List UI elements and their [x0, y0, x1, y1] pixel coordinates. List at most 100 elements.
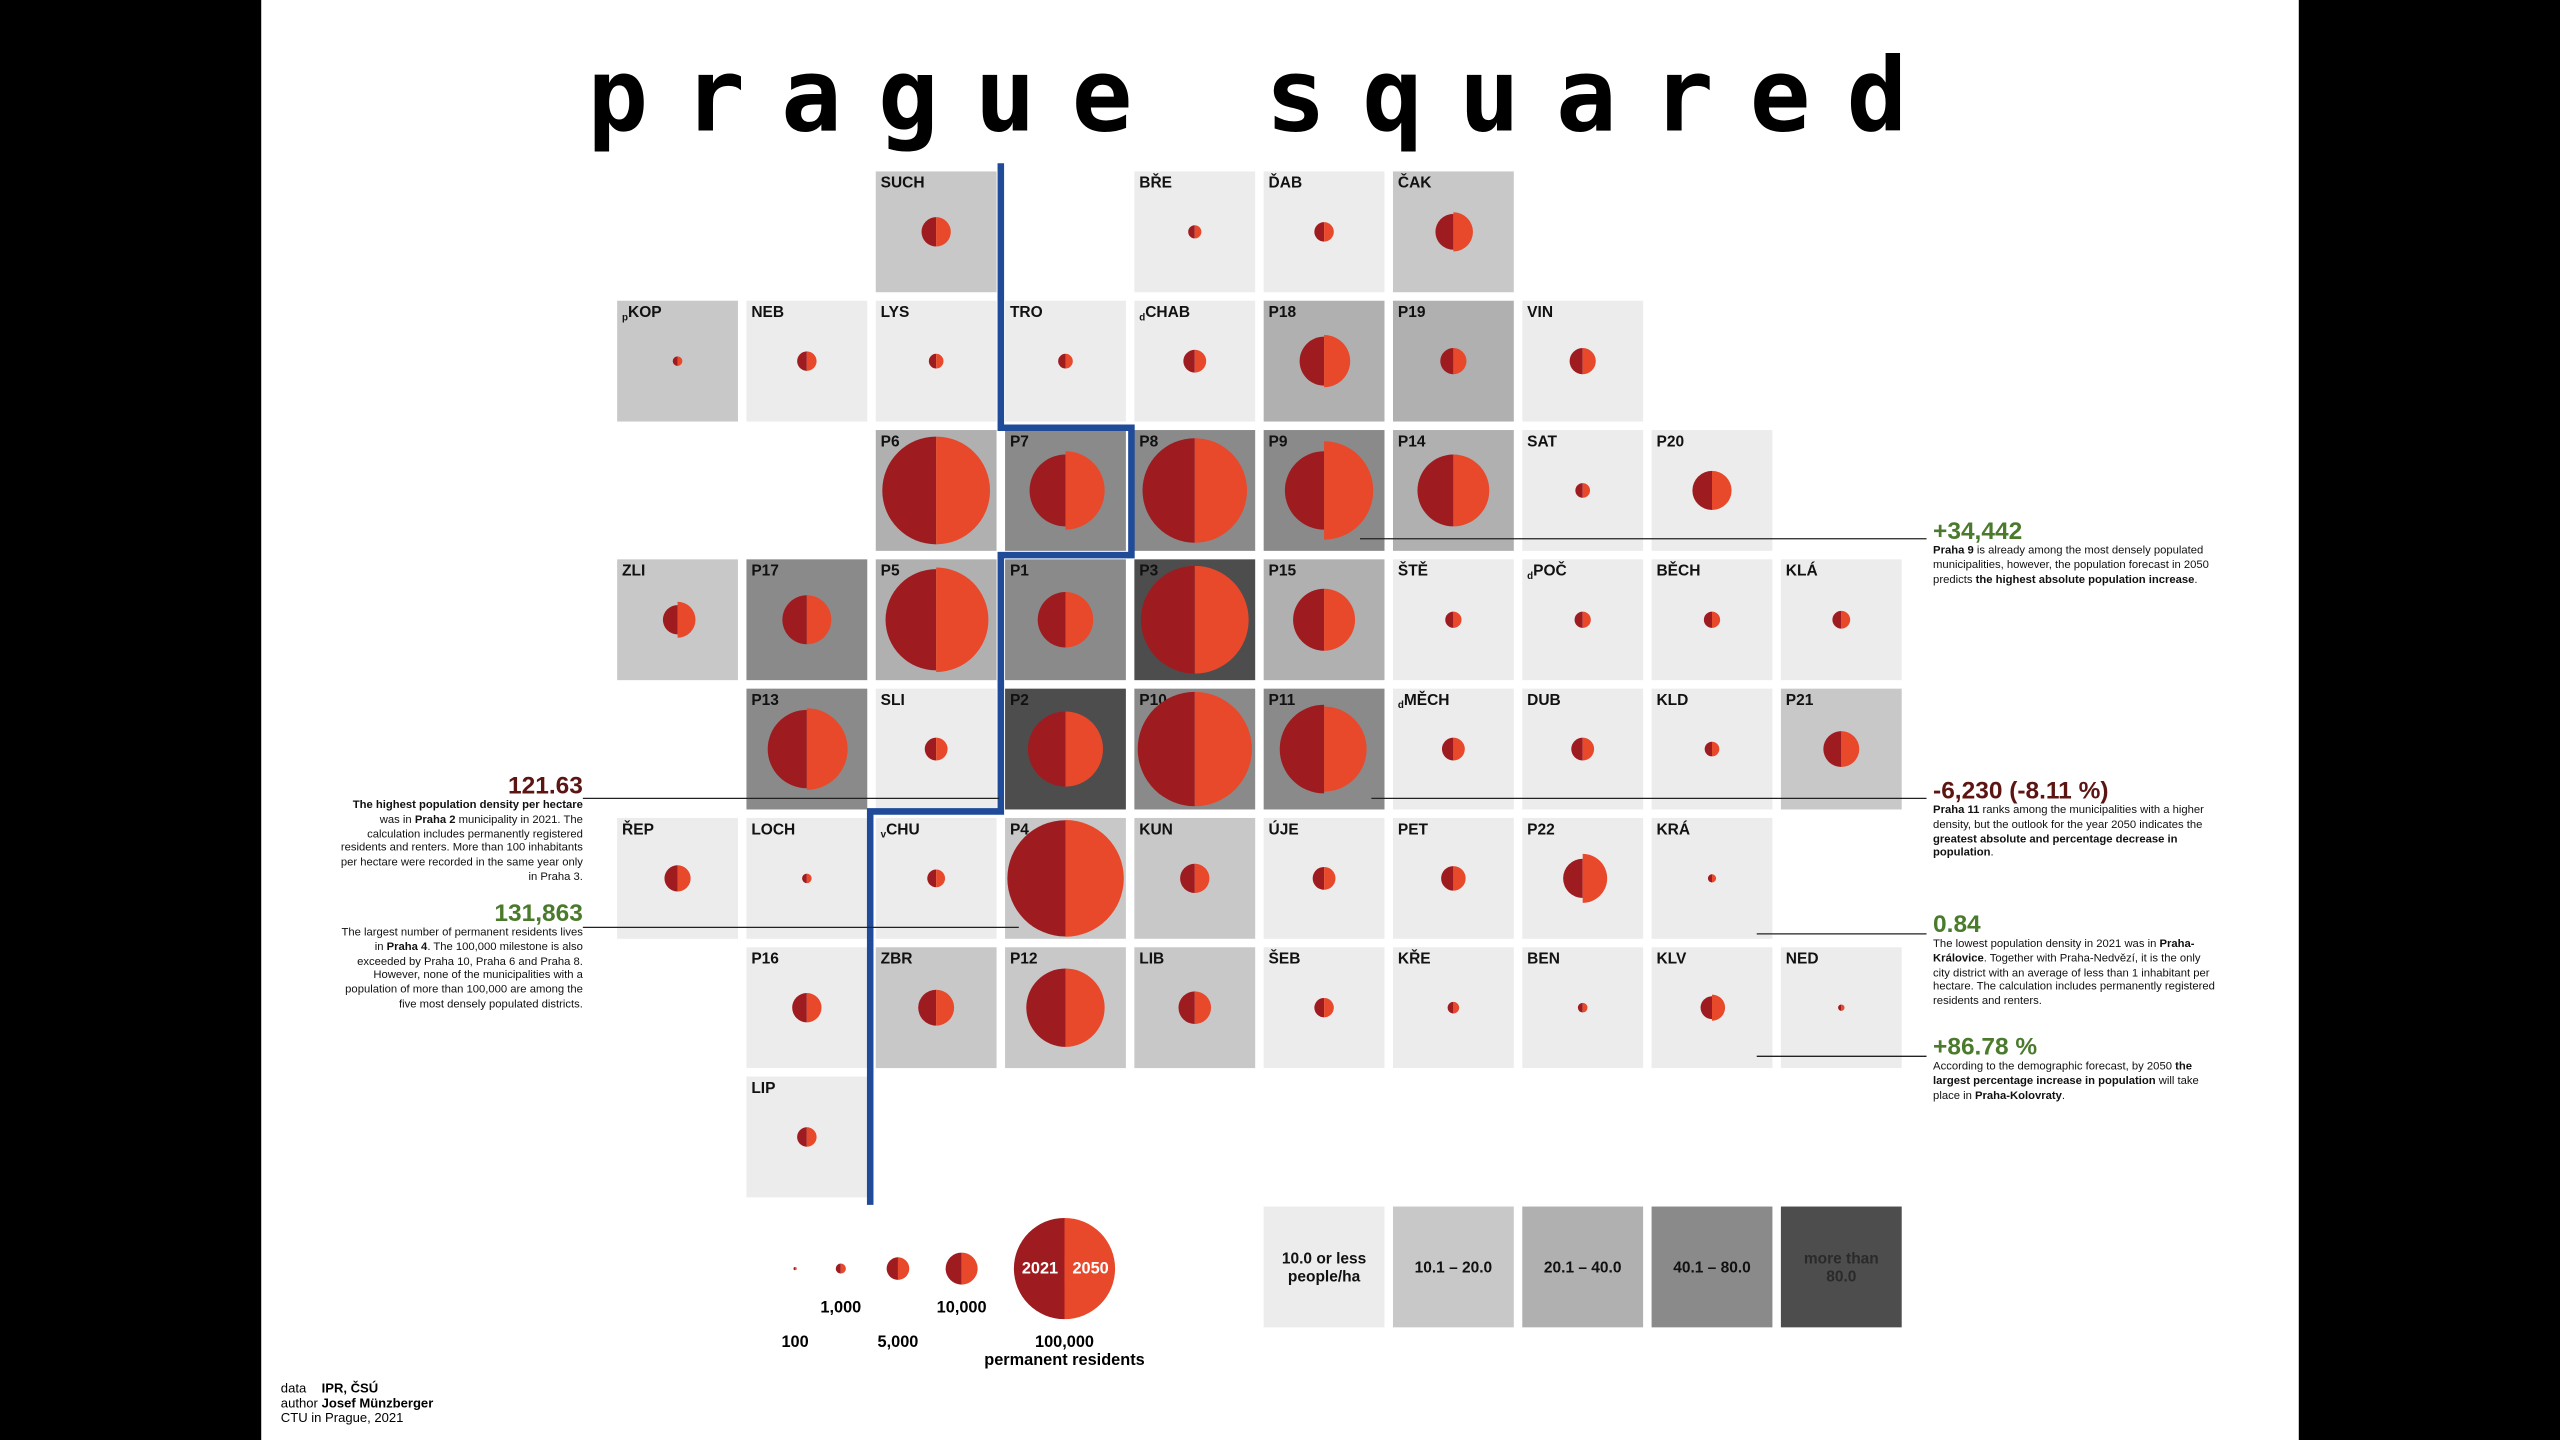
tile-label: P3	[1139, 563, 1158, 580]
population-2050	[1453, 866, 1466, 891]
population-2050	[1841, 1004, 1845, 1011]
population-2050	[1582, 611, 1591, 628]
tile-label: KLD	[1656, 692, 1688, 709]
tile-label: ŘEP	[622, 820, 654, 838]
population-2050	[1841, 731, 1860, 768]
tile-label-prefix: v	[881, 830, 887, 841]
population-2021	[1293, 588, 1325, 651]
tile: P6	[875, 430, 997, 551]
population-2021	[1058, 353, 1066, 369]
population-2021	[1703, 611, 1712, 628]
population-2021	[1279, 704, 1325, 794]
annotation-text: Praha 9 is already among the most densel…	[1933, 545, 2219, 588]
population-2050	[1065, 711, 1104, 787]
tile: ĎAB	[1263, 171, 1385, 293]
population-2050	[936, 217, 951, 247]
tile-label: ZBR	[881, 951, 913, 968]
population-2021	[1312, 866, 1325, 890]
tile: KLÁ	[1780, 559, 1902, 681]
tile-label: P15	[1269, 563, 1297, 580]
annotation-run: will take place in	[1933, 1075, 2199, 1102]
population-2021	[1441, 866, 1454, 891]
annotation-headline: +86.78 %	[1933, 1034, 2037, 1061]
tile-label: NEB	[751, 304, 784, 321]
legend-size-label: 1,000	[820, 1299, 861, 1317]
tile: P7	[1005, 430, 1126, 551]
tile: P9	[1263, 430, 1385, 551]
population-2050	[1324, 588, 1356, 651]
tile: KUN	[1134, 817, 1256, 939]
annotation-text: The highest population density per hecta…	[338, 800, 583, 886]
tile: VIN	[1522, 300, 1644, 422]
annotation-headline: 0.84	[1933, 911, 1981, 938]
tile-label-name: MĚCH	[1404, 691, 1450, 709]
legend-year: 2021	[1022, 1259, 1058, 1277]
tile: KŘE	[1392, 947, 1514, 1069]
population-2050	[1453, 1001, 1460, 1014]
population-2050	[1453, 611, 1462, 628]
tile-label: TRO	[1010, 304, 1043, 321]
tile-label: KRÁ	[1656, 821, 1690, 838]
legend-unit: permanent residents	[984, 1351, 1144, 1369]
legend-density-label: people/ha	[1288, 1269, 1361, 1286]
annotation-run: Praha 2	[414, 814, 456, 826]
tile: LIP	[746, 1076, 868, 1198]
tile: BŘE	[1134, 171, 1256, 293]
population-2021	[1569, 348, 1583, 375]
tile: BEN	[1522, 947, 1644, 1069]
tile-label: ÚJE	[1269, 820, 1299, 838]
tile-label-prefix: p	[622, 312, 628, 323]
legend-size-2021	[1013, 1217, 1065, 1320]
annotation-run: the largest percentage increase in popul…	[1933, 1061, 2192, 1088]
population-2050	[1194, 991, 1212, 1024]
tile: DUB	[1522, 688, 1644, 810]
annotation-text-box: The highest population density per hecta…	[338, 800, 583, 886]
annotation-run: The lowest population density in 2021 wa…	[1933, 938, 2160, 951]
population-2050	[677, 356, 683, 366]
population-2021	[1140, 565, 1195, 674]
tile: vCHU	[875, 817, 997, 939]
annotation-run: .	[2061, 1090, 2066, 1102]
tile: ŘEP	[617, 817, 738, 939]
tile-label: KUN	[1139, 821, 1173, 838]
tile-label: ŠTĚ	[1398, 562, 1428, 580]
tile: P1	[1005, 559, 1126, 681]
annotation-text-box: The largest number of permanent resident…	[341, 927, 582, 1010]
tile: dCHAB	[1134, 300, 1256, 422]
credit-value: IPR, ČSÚ	[322, 1381, 379, 1396]
population-2050	[1582, 483, 1591, 498]
legend-density-box	[1780, 1206, 1902, 1328]
tile-label-name: KOP	[628, 304, 662, 321]
population-2021	[672, 356, 678, 366]
legend-density-label: 10.1 – 20.0	[1415, 1260, 1493, 1277]
tile: ZBR	[875, 947, 997, 1069]
population-2050	[1065, 591, 1094, 648]
population-2050	[1194, 438, 1248, 543]
population-2021	[1183, 349, 1195, 373]
tile-label: BĚCH	[1656, 562, 1700, 580]
population-2021	[797, 1127, 807, 1147]
population-2050	[1194, 225, 1202, 239]
population-2021	[782, 595, 807, 645]
population-2050	[806, 595, 832, 645]
legend-density-label: 80.0	[1826, 1269, 1856, 1286]
tile: SUCH	[875, 171, 997, 293]
tile: pKOP	[617, 300, 738, 422]
population-2050	[1065, 819, 1124, 937]
annotation-run: . Together with Praha-Nedvězí, it is the…	[1933, 953, 2215, 1008]
population-2050	[1065, 353, 1073, 369]
population-2021	[802, 873, 807, 884]
population-2050	[677, 601, 696, 638]
tile-label: P9	[1269, 433, 1288, 450]
population-2050	[1453, 454, 1490, 527]
population-2050	[806, 1127, 817, 1147]
tile-label: P21	[1786, 692, 1814, 709]
population-2021	[1314, 997, 1325, 1018]
tile-label: SUCH	[881, 175, 925, 192]
population-2050	[1324, 441, 1374, 540]
annotation-run: is already among the most densely popula…	[1933, 545, 2209, 586]
population-2050	[936, 737, 948, 761]
tile: P20	[1651, 430, 1773, 551]
